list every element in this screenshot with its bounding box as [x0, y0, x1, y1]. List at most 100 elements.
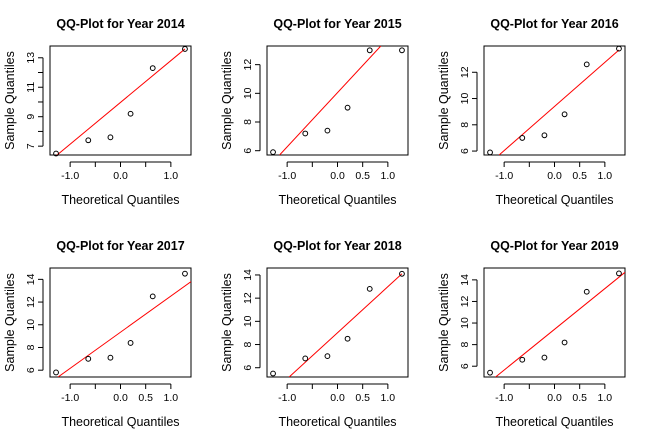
qq-panel: QQ-Plot for Year 2017 -1.0 0.0 0.5 1.0 Theore…	[3, 239, 192, 429]
y-axis-label: Sample Quantiles	[437, 51, 451, 150]
x-tick-label: 1.0	[164, 170, 179, 182]
x-axis-label: Theoretical Quantiles	[61, 193, 179, 207]
x-tick-label: 0.0	[330, 170, 345, 182]
x-tick-label: -1.0	[278, 392, 296, 404]
x-tick-label: 0.5	[355, 392, 370, 404]
y-tick-label: 8	[242, 341, 254, 347]
x-tick-label: 0.0	[547, 170, 562, 182]
x-tick-label: 1.0	[381, 170, 396, 182]
y-tick-label: 8	[459, 122, 471, 128]
qq-point	[302, 355, 309, 362]
y-axis: 6 8 10 12 14	[25, 273, 44, 373]
qq-point	[149, 65, 156, 71]
qq-point	[561, 111, 568, 118]
y-tick-label: 7	[25, 143, 37, 149]
panel-title: QQ-Plot for Year 2017	[56, 239, 184, 253]
y-tick-label: 10	[459, 93, 471, 105]
qq-point	[519, 356, 526, 363]
y-tick-label: 12	[25, 296, 37, 308]
y-tick-label: 9	[25, 114, 37, 120]
plot-frame	[266, 267, 409, 378]
qq-point	[344, 335, 351, 342]
x-axis: -1.0 0.0 0.5 1.0	[61, 383, 179, 404]
y-axis: 6 8 10 12	[242, 59, 261, 154]
qq-point	[302, 130, 309, 137]
qq-point	[53, 150, 59, 157]
y-tick-label: 13	[25, 52, 37, 64]
qq-point	[270, 370, 276, 377]
panel-title: QQ-Plot for Year 2016	[490, 17, 618, 31]
y-tick-label: 12	[459, 66, 471, 78]
x-axis-label: Theoretical Quantiles	[278, 415, 396, 429]
x-axis: -1.0 0.0 0.5 1.0	[495, 161, 613, 182]
qq-point	[324, 353, 331, 360]
qq-point	[107, 134, 114, 141]
qq-point	[53, 369, 59, 376]
panel-title: QQ-Plot for Year 2018	[273, 239, 401, 253]
y-tick-label: 12	[459, 295, 471, 307]
x-tick-label: 0.0	[113, 392, 128, 404]
qq-point	[616, 270, 622, 277]
y-axis: 6 8 10 12	[459, 66, 478, 154]
qq-point	[270, 149, 276, 156]
qq-reference-line	[498, 49, 620, 155]
qq-point	[85, 137, 92, 144]
x-tick-label: 0.5	[355, 170, 370, 182]
qq-point	[344, 104, 351, 111]
x-axis-label: Theoretical Quantiles	[495, 193, 613, 207]
qq-point	[366, 285, 373, 292]
x-tick-label: 0.0	[113, 170, 128, 182]
plot-frame	[483, 45, 626, 156]
qq-reference-line	[56, 48, 186, 155]
qq-point	[182, 270, 188, 277]
qq-panel: QQ-Plot for Year 2015 -1.0 0.0 0.5 1.0 Theore…	[220, 17, 409, 207]
qq-point	[541, 354, 548, 361]
qq-panel: QQ-Plot for Year 2014 -1.0 0.0 1.0 Theoretic…	[3, 17, 192, 207]
y-axis: 6 8 10 12 14	[459, 274, 478, 369]
x-tick-label: -1.0	[495, 392, 513, 404]
qq-point	[487, 149, 493, 156]
qq-reference-line	[288, 273, 403, 377]
y-tick-label: 11	[25, 82, 37, 93]
y-tick-label: 10	[242, 315, 254, 327]
qq-panel: QQ-Plot for Year 2016 -1.0 0.0 0.5 1.0 Theore…	[437, 17, 626, 207]
x-tick-label: -1.0	[495, 170, 513, 182]
y-tick-label: 6	[242, 365, 254, 371]
y-tick-label: 6	[25, 367, 37, 373]
plot-frame	[49, 45, 192, 156]
x-tick-label: -1.0	[61, 392, 79, 404]
y-tick-label: 10	[242, 87, 254, 99]
qq-point	[583, 288, 590, 295]
x-axis-label: Theoretical Quantiles	[61, 415, 179, 429]
y-axis-label: Sample Quantiles	[220, 51, 234, 150]
y-tick-label: 6	[242, 148, 254, 154]
qq-panel: QQ-Plot for Year 2019 -1.0 0.0 0.5 1.0 Theore…	[437, 239, 626, 429]
plot-frame	[266, 45, 409, 156]
y-axis-label: Sample Quantiles	[437, 273, 451, 372]
qq-point	[107, 354, 114, 361]
panel-title: QQ-Plot for Year 2014	[56, 17, 184, 31]
x-tick-label: 0.5	[572, 170, 587, 182]
qq-point	[616, 45, 622, 52]
plot-frame	[49, 267, 192, 378]
y-tick-label: 6	[459, 148, 471, 154]
y-tick-label: 10	[459, 317, 471, 329]
qq-point	[561, 339, 568, 346]
y-tick-label: 8	[459, 342, 471, 348]
x-tick-label: 1.0	[598, 392, 613, 404]
qq-point	[182, 46, 188, 52]
qq-point	[583, 61, 590, 68]
x-tick-label: 0.5	[138, 392, 153, 404]
x-axis: -1.0 0.0 1.0	[61, 161, 179, 182]
qq-point	[127, 340, 134, 346]
x-axis-label: Theoretical Quantiles	[495, 415, 613, 429]
x-axis: -1.0 0.0 0.5 1.0	[495, 383, 613, 404]
y-axis: 6 8 10 12 14	[242, 269, 261, 371]
y-tick-label: 8	[25, 344, 37, 350]
x-tick-label: 1.0	[598, 170, 613, 182]
x-tick-label: 1.0	[164, 392, 179, 404]
y-tick-label: 8	[242, 119, 254, 125]
y-axis-label: Sample Quantiles	[220, 273, 234, 372]
y-tick-label: 10	[25, 319, 37, 331]
qq-point	[324, 127, 331, 134]
